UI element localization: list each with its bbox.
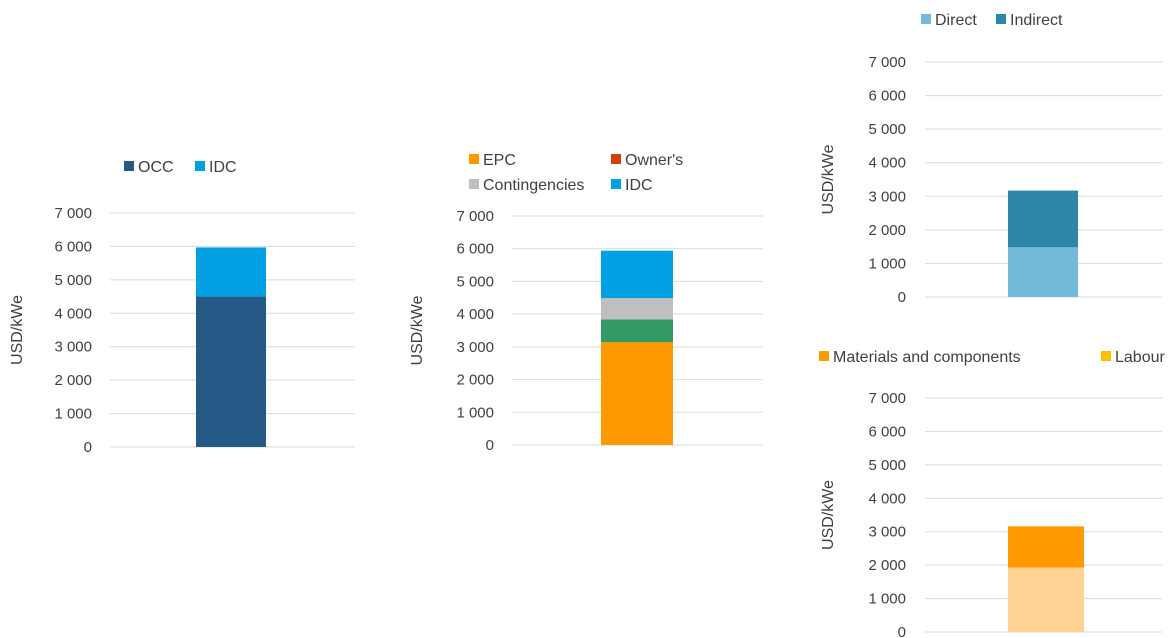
y-axis-label: USD/kWe — [409, 295, 426, 365]
y-tick-label: 4 000 — [868, 490, 906, 507]
bar-segment-contingencies — [601, 298, 673, 320]
bar-segment-indirect — [1008, 190, 1078, 248]
legend-swatch — [469, 179, 479, 189]
y-tick-label: 3 000 — [868, 524, 906, 541]
bar-segment-materials-and-components — [1008, 526, 1084, 568]
y-tick-label: 2 000 — [456, 372, 494, 389]
y-tick-label: 2 000 — [868, 222, 906, 239]
chart-3: 0 1 000 2 000 3 000 4 000 5 000 6 000 7 000 USD/… — [820, 12, 1162, 306]
y-tick-label: 3 000 — [54, 339, 92, 356]
y-tick-label: 0 — [486, 437, 494, 454]
legend-label: Owner's — [625, 152, 683, 169]
y-tick-label: 5 000 — [456, 273, 494, 290]
bar-segment-labour — [1008, 567, 1084, 632]
chart-4: 0 1 000 2 000 3 000 4 000 5 000 6 000 7 000 USD/… — [819, 349, 1165, 638]
y-tick-label: 6 000 — [456, 241, 494, 258]
legend-swatch — [996, 14, 1006, 24]
chart-1: 0 1 000 2 000 3 000 4 000 5 000 6 000 7 000 USD/… — [9, 159, 355, 456]
y-axis-label: USD/kWe — [820, 480, 837, 550]
bar-segment-idc — [601, 250, 673, 299]
y-axis-label: USD/kWe — [9, 295, 26, 365]
legend-label: Direct — [935, 12, 977, 29]
legend-swatch — [1101, 351, 1111, 361]
y-tick-label: 3 000 — [868, 188, 906, 205]
y-tick-label: 6 000 — [54, 238, 92, 255]
y-tick-label: 1 000 — [54, 406, 92, 423]
y-tick-label: 7 000 — [54, 205, 92, 222]
y-tick-label: 5 000 — [868, 457, 906, 474]
y-tick-label: 0 — [84, 439, 92, 456]
legend-label: EPC — [483, 152, 516, 169]
legend-swatch — [195, 161, 205, 171]
bar-segment-owner-s — [601, 319, 673, 343]
y-tick-label: 3 000 — [456, 339, 494, 356]
chart-2: 0 1 000 2 000 3 000 4 000 5 000 6 000 7 000 USD/… — [409, 152, 763, 454]
y-tick-label: 7 000 — [456, 208, 494, 225]
y-tick-label: 6 000 — [868, 423, 906, 440]
y-tick-label: 1 000 — [868, 591, 906, 608]
y-tick-label: 1 000 — [456, 404, 494, 421]
y-tick-label: 4 000 — [868, 155, 906, 172]
y-tick-label: 5 000 — [868, 121, 906, 138]
y-tick-label: 4 000 — [456, 306, 494, 323]
legend-label: IDC — [209, 159, 237, 176]
legend-label: IDC — [625, 177, 653, 194]
legend-swatch — [469, 154, 479, 164]
y-tick-label: 5 000 — [54, 272, 92, 289]
bar-segment-occ — [196, 296, 266, 447]
legend-swatch — [819, 351, 829, 361]
legend-swatch — [611, 179, 621, 189]
legend-label: OCC — [138, 159, 174, 176]
y-tick-label: 0 — [898, 289, 906, 306]
legend-swatch — [124, 161, 134, 171]
y-tick-label: 7 000 — [868, 54, 906, 71]
bar-segment-epc — [601, 342, 673, 445]
legend-label: Indirect — [1010, 12, 1063, 29]
legend-label: Materials and components — [833, 349, 1021, 366]
y-tick-label: 0 — [898, 624, 906, 638]
legend-label: Labour — [1115, 349, 1165, 366]
y-tick-label: 4 000 — [54, 305, 92, 322]
y-tick-label: 2 000 — [868, 557, 906, 574]
legend-swatch — [921, 14, 931, 24]
legend-swatch — [611, 154, 621, 164]
y-axis-label: USD/kWe — [820, 144, 837, 214]
bar-segment-idc — [196, 247, 266, 297]
y-tick-label: 1 000 — [868, 255, 906, 272]
y-tick-label: 7 000 — [868, 390, 906, 407]
legend-label: Contingencies — [483, 177, 584, 194]
y-tick-label: 6 000 — [868, 88, 906, 105]
y-tick-label: 2 000 — [54, 372, 92, 389]
bar-segment-direct — [1008, 247, 1078, 297]
